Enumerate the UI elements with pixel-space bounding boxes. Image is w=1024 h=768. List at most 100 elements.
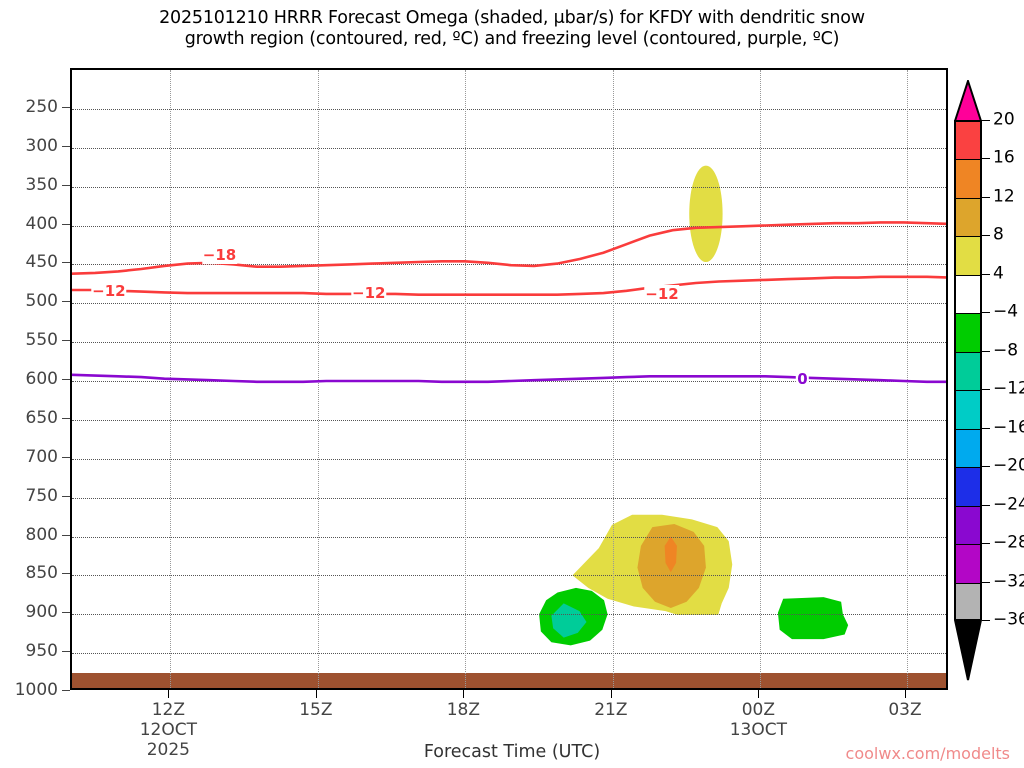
y-axis-label: 700 bbox=[25, 446, 58, 467]
y-axis-label: 800 bbox=[25, 524, 58, 545]
x-axis-label-group: 00Z 13OCT bbox=[730, 700, 787, 740]
colorbar-label: −16 bbox=[993, 417, 1024, 438]
colorbar-tick bbox=[982, 504, 990, 506]
omega-shading bbox=[539, 165, 849, 646]
x-axis-date-label: 12OCT bbox=[139, 720, 197, 740]
colorbar-overflow-arrow-bottom bbox=[954, 619, 982, 681]
grid-line-horizontal bbox=[72, 342, 946, 344]
colorbar-tick bbox=[982, 158, 990, 160]
y-axis-label: 850 bbox=[25, 563, 58, 584]
x-axis-label-group: 15Z bbox=[299, 700, 332, 720]
colorbar-swatch bbox=[956, 275, 980, 315]
y-axis-label: 750 bbox=[25, 485, 58, 506]
x-axis-year-label: 2025 bbox=[146, 740, 190, 760]
y-axis-label: 350 bbox=[25, 174, 58, 195]
colorbar-tick bbox=[982, 312, 990, 314]
plot-inner: −18 −12 −12 −12 0 bbox=[72, 70, 946, 688]
contour-lines bbox=[72, 221, 946, 384]
x-axis-label: 15Z bbox=[299, 700, 333, 720]
grid-line-horizontal bbox=[72, 497, 946, 499]
x-axis-tick bbox=[758, 690, 760, 698]
grid-line-horizontal bbox=[72, 108, 946, 110]
x-axis-label: 03Z bbox=[888, 700, 922, 720]
colorbar-label: −20 bbox=[993, 455, 1024, 476]
shaded-blob-west-subsidence-teal bbox=[551, 603, 587, 638]
grid-line-vertical bbox=[317, 70, 319, 688]
grid-line-horizontal bbox=[72, 147, 946, 149]
colorbar-swatch bbox=[956, 352, 980, 392]
colorbar-label: 8 bbox=[993, 224, 1004, 245]
colorbar-swatch bbox=[956, 314, 980, 353]
contour-dendritic-snow-growth-lower bbox=[72, 275, 946, 296]
colorbar-tick bbox=[982, 581, 990, 583]
colorbar-label: −36 bbox=[993, 609, 1024, 630]
y-axis-label: 450 bbox=[25, 252, 58, 273]
x-axis-label-group: 12Z 12OCT 2025 bbox=[140, 700, 197, 760]
grid-line-vertical bbox=[465, 70, 467, 688]
colorbar-swatch bbox=[956, 198, 980, 238]
x-axis-date-label: 13OCT bbox=[729, 720, 787, 740]
colorbar-swatch bbox=[956, 506, 980, 546]
colorbar-swatch bbox=[956, 122, 980, 161]
colorbar-swatch bbox=[956, 429, 980, 469]
colorbar-tick bbox=[982, 350, 990, 352]
shaded-blob-upper-omega bbox=[689, 165, 723, 263]
x-axis-tick bbox=[904, 690, 906, 698]
colorbar-label: −12 bbox=[993, 378, 1024, 399]
y-axis-tick bbox=[62, 106, 70, 108]
y-axis-tick bbox=[62, 379, 70, 380]
colorbar-swatch bbox=[956, 545, 980, 584]
x-axis-tick bbox=[315, 690, 317, 698]
colorbar-label: 4 bbox=[993, 263, 1004, 284]
colorbar-tick bbox=[982, 620, 990, 621]
grid-line-horizontal bbox=[72, 653, 946, 655]
colorbar-swatch bbox=[956, 468, 980, 507]
x-axis-tick bbox=[168, 690, 170, 698]
y-axis-label: 950 bbox=[25, 641, 58, 662]
grid-line-vertical bbox=[760, 70, 762, 688]
y-axis-label: 550 bbox=[25, 330, 58, 351]
chart-title-line-2: growth region (contoured, red, ºC) and f… bbox=[184, 29, 840, 49]
grid-line-vertical bbox=[612, 70, 614, 688]
y-axis-label: 600 bbox=[25, 369, 58, 389]
contour-label-dendritic-snow-growth-upper: −18 bbox=[201, 246, 238, 265]
chart-title-line-1: 2025101210 HRRR Forecast Omega (shaded, … bbox=[159, 8, 865, 28]
y-axis-tick bbox=[62, 262, 70, 264]
x-axis-label: 18Z bbox=[446, 700, 480, 720]
y-axis-tick bbox=[62, 495, 70, 497]
colorbar-tick bbox=[982, 427, 990, 429]
y-axis-label: 300 bbox=[25, 135, 58, 156]
grid-line-horizontal bbox=[72, 186, 946, 188]
contour-label-dendritic-snow-growth-lower: −12 bbox=[91, 281, 127, 300]
y-axis-label: 250 bbox=[25, 96, 58, 117]
y-axis-tick bbox=[62, 145, 70, 147]
colorbar-tick bbox=[982, 120, 990, 121]
x-axis-tick bbox=[610, 690, 612, 698]
colorbar-label: 12 bbox=[993, 186, 1015, 207]
y-axis-tick bbox=[62, 340, 70, 342]
y-axis-label: 400 bbox=[25, 213, 58, 234]
colorbar-scale bbox=[954, 120, 982, 622]
grid-line-horizontal bbox=[72, 303, 946, 305]
shaded-blob-low-omega-orange bbox=[664, 536, 677, 573]
y-axis-tick bbox=[62, 417, 70, 419]
y-axis-tick bbox=[62, 184, 70, 186]
colorbar-swatch bbox=[956, 391, 980, 430]
x-axis-title: Forecast Time (UTC) bbox=[423, 742, 601, 762]
y-axis-tick bbox=[62, 651, 70, 653]
colorbar-tick bbox=[982, 196, 990, 198]
y-axis-label: 900 bbox=[25, 602, 58, 623]
grid-line-horizontal bbox=[72, 575, 946, 577]
contour-freezing-level bbox=[72, 373, 946, 384]
y-axis-tick bbox=[62, 301, 70, 303]
colorbar-label: 16 bbox=[993, 147, 1015, 168]
shaded-blob-east-subsidence-green bbox=[777, 597, 849, 640]
y-axis-label: 1000 bbox=[14, 680, 58, 700]
x-axis-tick bbox=[463, 690, 465, 698]
grid-line-horizontal bbox=[72, 614, 946, 616]
colorbar-overflow-arrow-top bbox=[954, 80, 982, 122]
colorbar-tick bbox=[982, 273, 990, 275]
y-axis-tick bbox=[62, 534, 70, 536]
y-axis-tick bbox=[62, 690, 70, 691]
